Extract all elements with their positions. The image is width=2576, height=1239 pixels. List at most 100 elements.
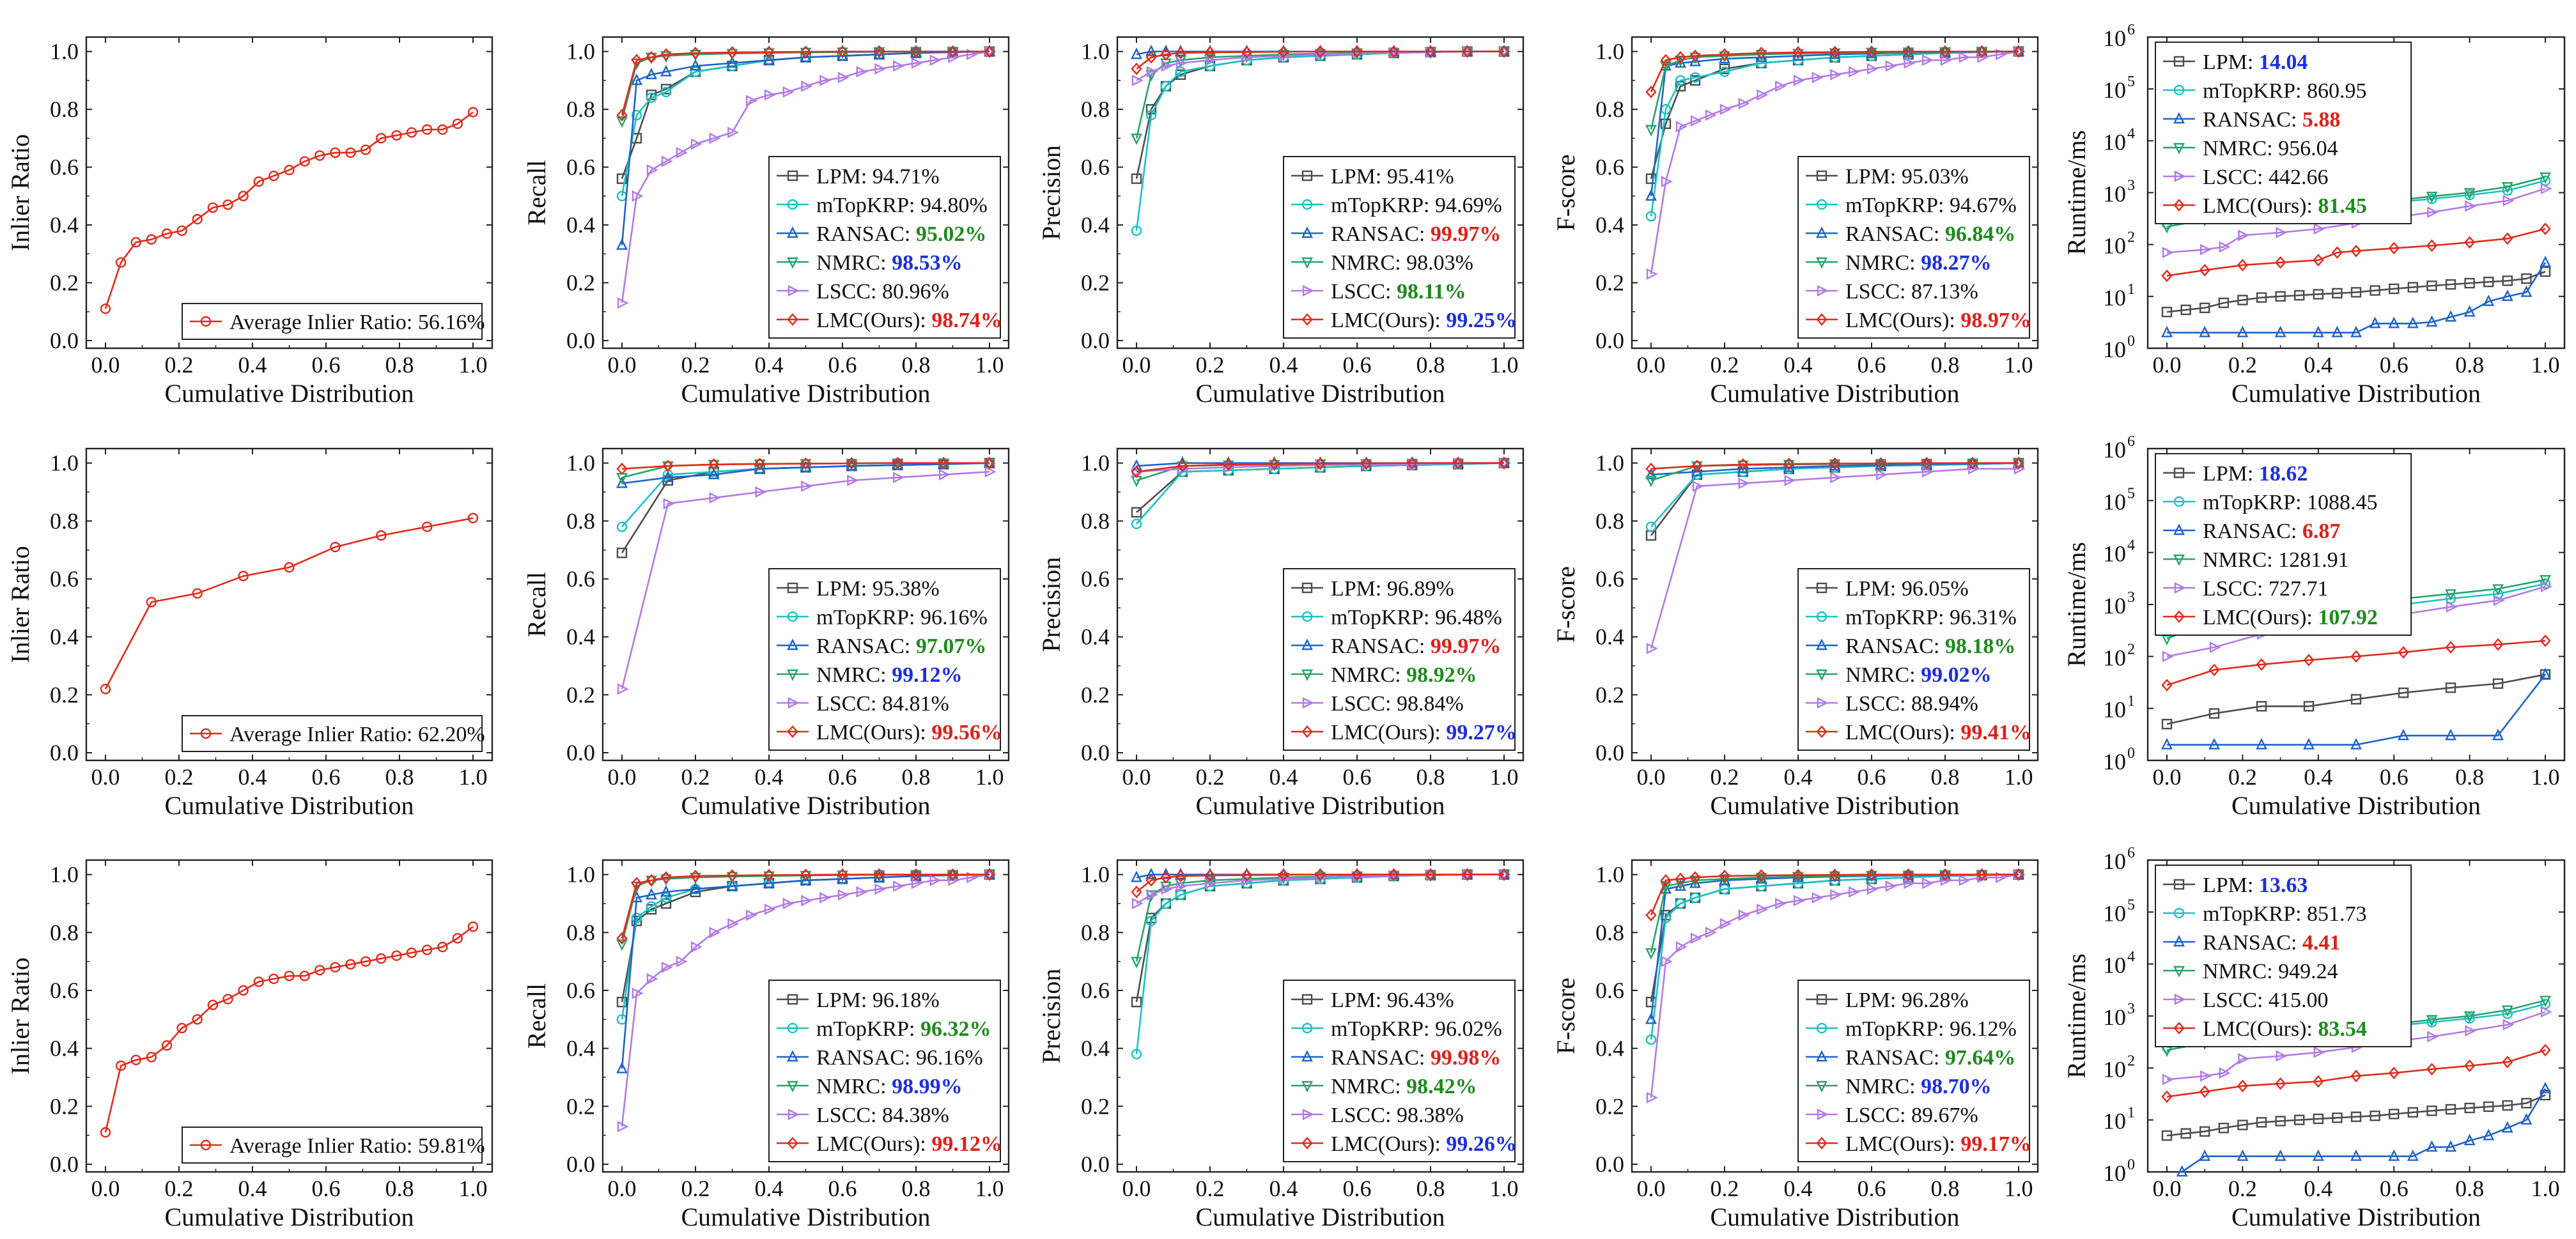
data-point-RANSAC <box>2463 1134 2476 1146</box>
data-point-LMC(Ours) <box>2275 1077 2286 1090</box>
legend <box>1283 980 1516 1162</box>
y-tick-label: 0.0 <box>50 740 79 766</box>
data-point-RANSAC <box>2445 1140 2456 1152</box>
data-point-NMRC <box>2463 1011 2476 1023</box>
series-line-LSCC <box>1650 873 2019 1098</box>
data-point-RANSAC <box>763 53 775 65</box>
data-point-RANSAC <box>2350 737 2362 750</box>
data-point-mTopKRP <box>646 92 657 104</box>
y-tick-label: 0.8 <box>1595 920 1624 945</box>
data-point-LMC(Ours) <box>910 45 922 58</box>
data-point-LMC(Ours) <box>646 50 657 64</box>
x-tick-label: 0.6 <box>1343 1176 1372 1201</box>
legend-entry-NMRC: NMRC: 98.27% <box>1845 251 1992 275</box>
data-point-RANSAC <box>2199 1149 2211 1161</box>
data-point-RANSAC <box>2483 1128 2495 1141</box>
data-point-LSCC <box>2540 581 2552 593</box>
legend-marker-LSCC <box>1302 285 1314 296</box>
data-point-LSCC <box>709 927 721 939</box>
data-point-RANSAC <box>660 65 672 77</box>
legend-entry-RANSAC: RANSAC: 96.16% <box>816 1046 983 1070</box>
x-tick-label: 0.4 <box>1269 764 1298 790</box>
data-point-LMC(Ours) <box>1498 456 1510 470</box>
data-point-LSCC <box>1675 121 1688 133</box>
data-point-RANSAC <box>1131 870 1142 882</box>
data-point-LMC(Ours) <box>1314 457 1326 470</box>
legend-entry-LSCC: LSCC: 98.38% <box>1331 1104 1464 1127</box>
data-point-mTopKRP <box>1675 898 1686 909</box>
x-tick-label: 1.0 <box>1490 764 1519 790</box>
y-tick-label: 0.8 <box>50 96 79 122</box>
y-tick-label: 0.8 <box>50 920 79 945</box>
legend-marker-LPM <box>787 170 798 181</box>
data-point-LMC(Ours) <box>1976 45 1988 58</box>
data-point-LSCC <box>709 492 721 504</box>
data-point-LMC(Ours) <box>1792 46 1804 59</box>
legend-marker-RANSAC <box>2173 935 2185 947</box>
y-tick-label: 1.0 <box>50 862 79 888</box>
series-line-LMC(Ours) <box>1650 873 2019 916</box>
data-point-RANSAC <box>1131 47 1142 59</box>
data-point-LPM <box>2293 289 2305 301</box>
data-point-LSCC <box>1738 909 1750 921</box>
data-point-RANSAC <box>616 238 628 250</box>
legend <box>1797 980 2030 1162</box>
x-tick-label: 0.6 <box>828 1176 857 1201</box>
f-score-chart: 0.0 0.2 0.4 0.6 0.8 1.0 0.0 0.2 0.4 0.6 0.8 1.0 F-sc… <box>1551 36 2039 408</box>
inlier-point <box>207 999 219 1010</box>
legend-marker-mTopKRP <box>1816 1022 1827 1034</box>
precision-chart: 0.0 0.2 0.4 0.6 0.8 1.0 0.0 0.2 0.4 0.6 0.8 1.0 Prec… <box>1037 447 1525 820</box>
data-point-LMC(Ours) <box>708 458 720 471</box>
legend-entry-NMRC: NMRC: 98.92% <box>1331 663 1477 687</box>
legend <box>1797 568 2030 751</box>
data-point-RANSAC <box>2237 325 2249 337</box>
series-line-NMRC <box>1135 873 1504 962</box>
series-line-LSCC <box>621 470 990 689</box>
x-tick-label: 0.6 <box>2380 764 2409 790</box>
data-point-LMC(Ours) <box>690 870 701 882</box>
data-point-LPM <box>2521 1098 2532 1109</box>
data-point-LMC(Ours) <box>892 456 903 470</box>
legend-marker-LMC(Ours) <box>2173 199 2185 212</box>
data-point-LPM <box>2350 287 2362 298</box>
legend-marker-LPM <box>1816 170 1827 181</box>
data-point-LMC(Ours) <box>616 462 628 475</box>
x-tick-label: 1.0 <box>2005 764 2033 790</box>
data-point-LSCC <box>2465 200 2477 212</box>
series-line-LSCC <box>621 50 990 304</box>
legend-entry-LPM: LPM: 94.71% <box>816 165 940 189</box>
inlier-line <box>104 926 474 1133</box>
legend-entry-RANSAC: RANSAC: 4.41 <box>2203 931 2340 955</box>
y-tick-label: 0.0 <box>1595 740 1624 766</box>
legend-marker-LPM <box>787 582 798 594</box>
data-point-LMC(Ours) <box>2331 246 2343 259</box>
data-point-LSCC <box>1705 927 1717 939</box>
y-tick-label: 0.0 <box>1081 1151 1110 1177</box>
inlier-point <box>161 228 173 239</box>
data-point-LSCC <box>2313 223 2325 235</box>
legend-marker-LSCC <box>1302 1109 1314 1120</box>
y-tick-label: 0.0 <box>1081 328 1110 353</box>
y-tick-label: 0.0 <box>1595 328 1624 353</box>
data-point-LSCC <box>819 891 831 904</box>
y-tick-label: 0.0 <box>566 1151 595 1177</box>
data-point-LSCC <box>1646 268 1658 280</box>
inlier-point <box>146 234 157 245</box>
x-tick-label: 0.8 <box>2455 764 2484 790</box>
data-point-LPM <box>2218 1123 2230 1134</box>
data-point-LMC(Ours) <box>873 45 885 58</box>
data-point-RANSAC <box>2388 1149 2400 1161</box>
legend-marker-LSCC <box>1817 285 1829 296</box>
x-tick-label: 0.0 <box>1122 352 1151 378</box>
data-point-LSCC <box>801 80 813 92</box>
legend-marker-RANSAC <box>1816 226 1827 238</box>
y-tick-exponent: 2 <box>2127 229 2135 246</box>
data-point-LSCC <box>1866 883 1879 895</box>
data-point-mTopKRP <box>660 892 672 904</box>
data-point-LPM <box>2464 277 2475 289</box>
legend <box>768 980 1001 1162</box>
legend-entry-LPM: LPM: 96.18% <box>816 989 940 1012</box>
y-tick-label: 0.6 <box>566 978 595 1003</box>
